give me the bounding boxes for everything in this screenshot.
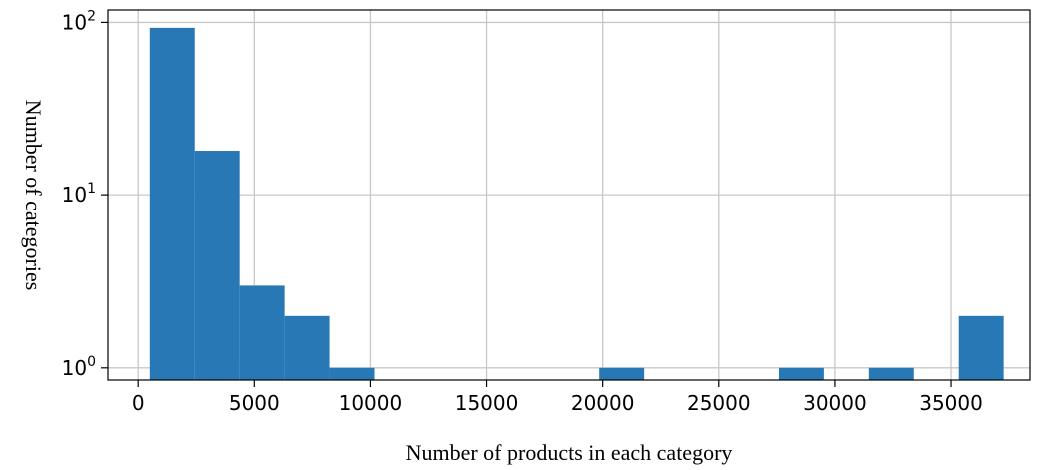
y-tick-label: 101: [62, 181, 96, 207]
x-tick-label: 25000: [687, 391, 751, 415]
x-tick-label: 20000: [571, 391, 635, 415]
x-tick-label: 0: [132, 391, 145, 415]
histogram-bar: [149, 27, 195, 381]
histogram-bar: [329, 367, 375, 380]
histogram-bar: [239, 285, 285, 380]
x-tick-label: 10000: [339, 391, 403, 415]
x-tick-label: 5000: [229, 391, 280, 415]
x-tick-label: 30000: [803, 391, 867, 415]
x-axis-ticks: 0 5000 10000 15000 20000 25000 30000 35000: [132, 380, 983, 415]
histogram-bar: [194, 151, 240, 380]
y-axis-label: Number of categories: [21, 100, 46, 291]
x-axis-label: Number of products in each category: [406, 440, 733, 465]
histogram-bar: [958, 315, 1004, 380]
histogram-bar: [868, 367, 914, 380]
y-tick-label: 100: [62, 354, 96, 380]
x-tick-label: 15000: [455, 391, 519, 415]
histogram-bar: [599, 367, 645, 380]
histogram-bar: [284, 315, 330, 380]
x-tick-label: 35000: [919, 391, 983, 415]
histogram-bars: [149, 27, 1004, 381]
y-tick-label: 102: [62, 8, 96, 34]
histogram-bar: [778, 367, 824, 380]
y-axis-ticks: 100 101 102: [62, 8, 108, 380]
